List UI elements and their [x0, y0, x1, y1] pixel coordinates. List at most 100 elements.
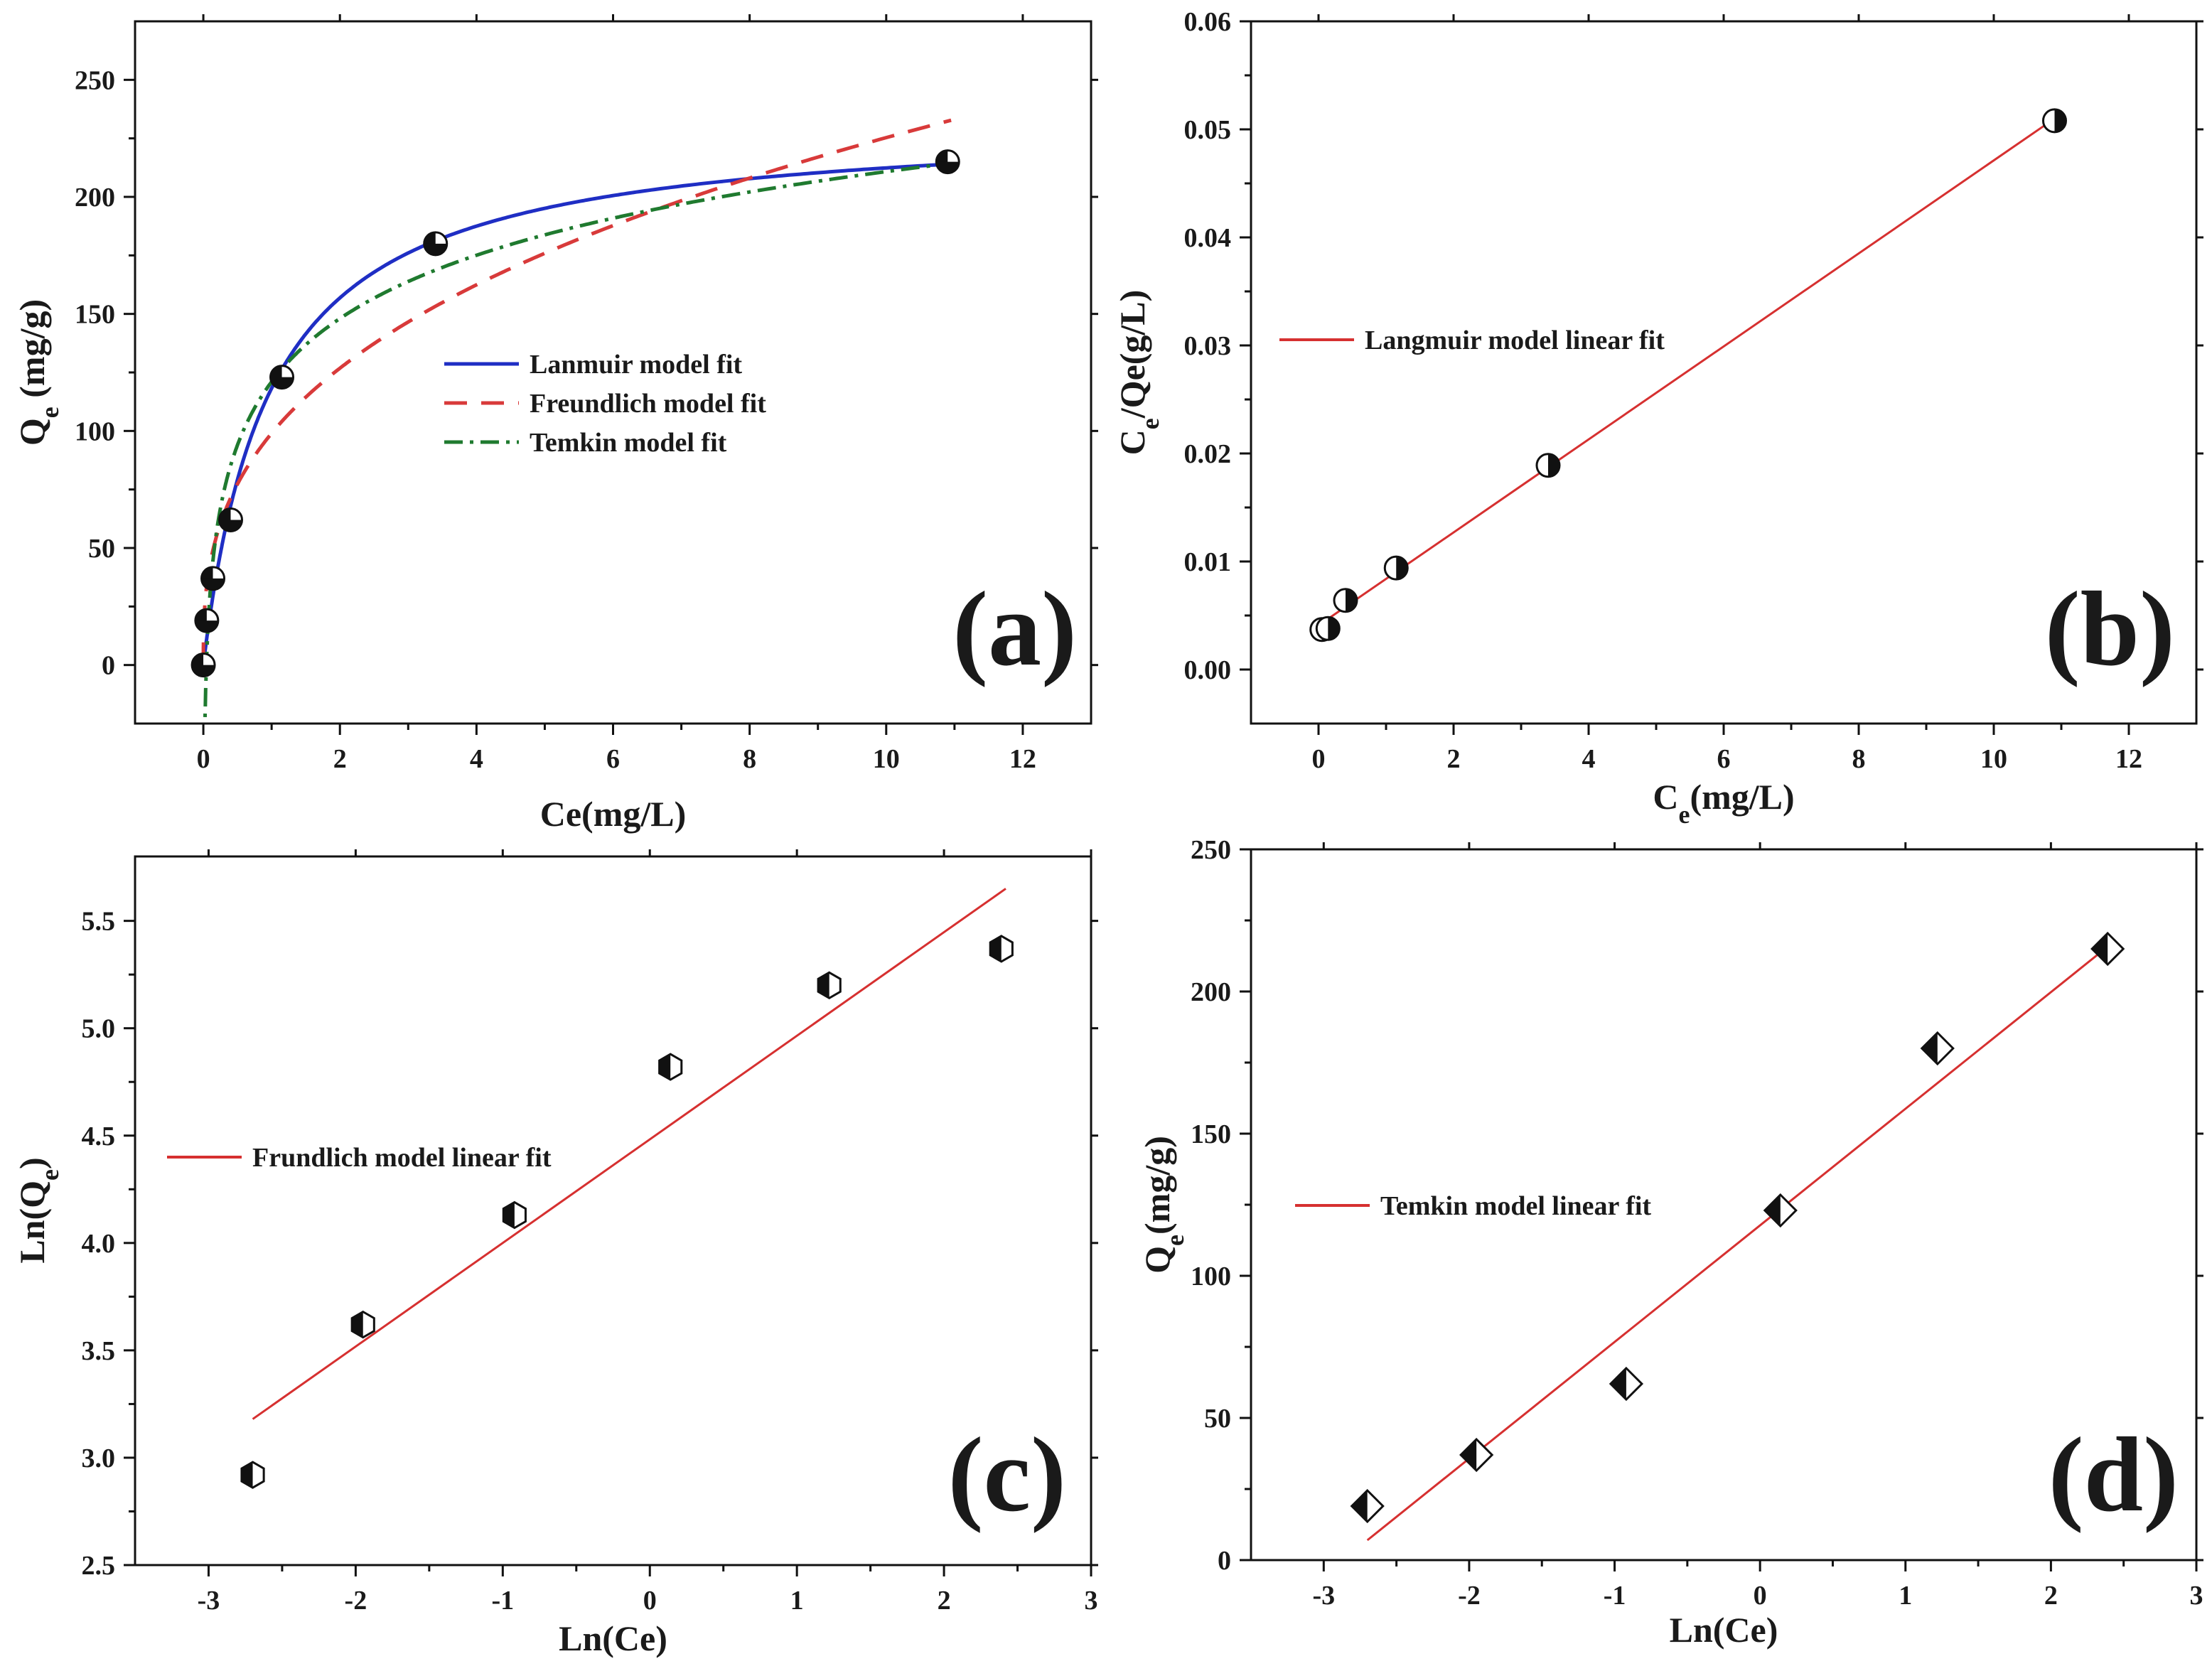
y-tick-label: 50 [1204, 1404, 1231, 1434]
y-tick-label: 4.5 [82, 1122, 116, 1151]
y-axis-label-sub: e [1136, 418, 1164, 429]
x-tick-label: 4 [1582, 744, 1596, 774]
y-tick-label: 5.0 [82, 1014, 116, 1044]
point-fill [1921, 1033, 1938, 1064]
y-tick-label: 150 [1191, 1119, 1231, 1149]
data-point [658, 1053, 683, 1081]
point-fill [1610, 1368, 1626, 1399]
point-fill-lower [270, 377, 294, 389]
y-tick-label: 0 [1218, 1546, 1231, 1576]
y-tick-label: 200 [75, 183, 115, 213]
y-axis-label-main: Ln(Q [12, 1181, 52, 1264]
x-axis-label: Ln(Ce) [1670, 1610, 1778, 1650]
y-tick-label: 0.02 [1184, 439, 1232, 469]
y-tick-label: 3.0 [82, 1444, 116, 1473]
x-axis-label-main: C [1653, 777, 1678, 817]
point-fill [1346, 589, 1357, 612]
y-axis-label-sub: e [1161, 1235, 1189, 1246]
y-tick-label: 0.06 [1184, 7, 1232, 37]
y-tick-label: 0.03 [1184, 331, 1232, 361]
y-tick-label: 4.0 [82, 1229, 116, 1259]
point-fill [241, 1462, 253, 1488]
data-points [1350, 931, 2125, 1524]
y-axis-label: Ln(Qe) [12, 1157, 64, 1263]
y-axis-label-sub: e [36, 1169, 64, 1181]
fit-lines [1321, 117, 2056, 624]
data-point [989, 935, 1014, 963]
data-point [2042, 108, 2067, 134]
x-tick-label: 2 [2044, 1581, 2058, 1611]
x-axis-label: Ce(mg/L) [1653, 777, 1794, 829]
x-axis-label-tail: (mg/L) [1690, 777, 1794, 817]
x-tick-label: -1 [491, 1586, 514, 1616]
x-tick-label: 6 [606, 744, 620, 774]
fit-lines [1366, 942, 2113, 1542]
legend-label: Langmuir model linear fit [1365, 326, 1665, 355]
data-point [817, 971, 842, 1000]
data-point [1763, 1193, 1798, 1228]
data-point [1609, 1366, 1644, 1402]
x-tick-label: 10 [873, 744, 900, 774]
fit-line-d-0 [1366, 942, 2113, 1542]
y-tick-label: 100 [75, 416, 115, 446]
point-fill-lower [219, 520, 242, 532]
data-point [1315, 616, 1341, 641]
x-tick-label: 1 [1899, 1581, 1912, 1611]
point-fill [818, 972, 830, 999]
point-fill-lower [195, 620, 218, 633]
data-point [1383, 555, 1409, 581]
x-tick-label: 12 [2115, 744, 2142, 774]
fit-line-c-0 [252, 888, 1006, 1420]
fit-lines [252, 888, 1006, 1420]
x-axis-label-sub: e [1678, 800, 1690, 829]
y-axis-label-tail: (mg/g) [1137, 1136, 1177, 1235]
panel-b: 0 2 4 6 8 10 120.000.010.020.030.040.050.06Ce(… [1112, 7, 2203, 829]
panel-label: (b) [2045, 570, 2175, 688]
panel-label: (d) [2049, 1416, 2179, 1534]
legend: Frundlich model linear fit [167, 1143, 552, 1173]
y-tick-label: 0.01 [1184, 547, 1232, 577]
x-axis-label: Ln(Ce) [559, 1618, 667, 1658]
point-fill-lower [424, 243, 447, 255]
data-point [240, 1461, 265, 1489]
y-axis-label-tail: (mg/g) [12, 299, 52, 407]
data-point [190, 652, 216, 678]
point-fill [1461, 1439, 1477, 1471]
y-tick-label: 5.5 [82, 907, 116, 937]
panel-label: (c) [948, 1416, 1066, 1534]
data-point [194, 608, 220, 633]
x-tick-label: 2 [938, 1586, 951, 1616]
panel-c: -3 -2 -1 0 1 2 3 2.5 3.0 3.5 4.0 4.5 5.0 5.5 Ln(Ce) Ln(… [12, 849, 1098, 1658]
panel-d: -3 -2 -1 0 1 2 3 0 50 100 150 200 250 Ln(Ce) Qe(mg/g) T… [1137, 835, 2203, 1650]
y-axis-label: Qe(mg/g) [1137, 1136, 1189, 1274]
data-point [1459, 1437, 1494, 1473]
y-tick-label: 0 [102, 651, 115, 681]
y-axis-label-tail: ) [12, 1157, 52, 1169]
point-fill [503, 1202, 515, 1228]
fit-line-a-2 [203, 161, 952, 724]
y-tick-label: 0.05 [1184, 115, 1232, 145]
legend: Lanmuir model fit Freundlich model fit Tem… [444, 350, 766, 458]
x-tick-label: 1 [790, 1586, 804, 1616]
point-fill [659, 1054, 671, 1080]
y-tick-label: 2.5 [82, 1551, 116, 1581]
x-tick-label: 0 [197, 744, 210, 774]
data-point [423, 231, 449, 257]
data-point [269, 365, 295, 390]
point-fill [1396, 557, 1408, 580]
y-axis-label-main: Q [12, 418, 52, 446]
y-axis-label: Ce/Qe(g/L) [1112, 290, 1164, 456]
point-fill [1548, 453, 1559, 477]
fit-line-b-0 [1321, 117, 2056, 624]
panel-label: (a) [952, 570, 1077, 688]
x-tick-label: 3 [2190, 1581, 2203, 1611]
point-fill-lower [201, 578, 225, 590]
point-fill [1764, 1195, 1781, 1226]
x-tick-label: 3 [1085, 1586, 1098, 1616]
data-point [935, 149, 960, 175]
y-tick-label: 3.5 [82, 1336, 116, 1366]
fit-lines [201, 118, 952, 724]
point-fill [990, 935, 1002, 962]
legend: Langmuir model linear fit [1279, 326, 1665, 355]
